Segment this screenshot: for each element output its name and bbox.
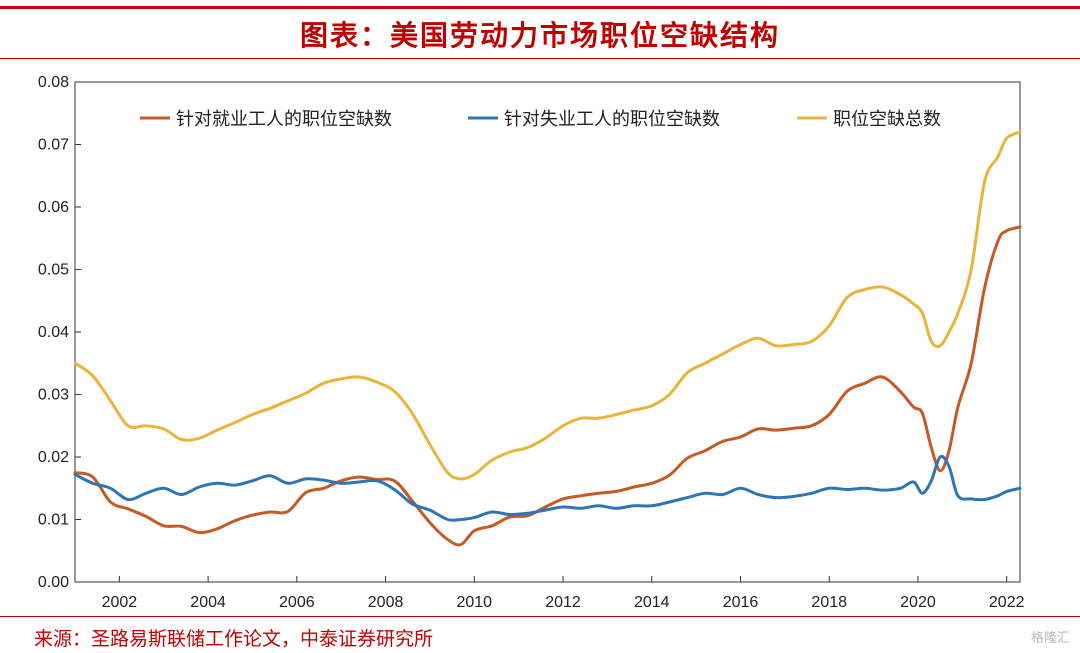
top-rule: [0, 6, 1080, 9]
x-tick-label: 2002: [102, 594, 138, 611]
series-group: [73, 130, 1022, 547]
y-tick-label: 0.07: [38, 137, 69, 154]
legend-label-0: 针对就业工人的职位空缺数: [176, 109, 392, 130]
chart-title: 图表：美国劳动力市场职位空缺结构: [299, 19, 780, 52]
x-tick-label: 2008: [368, 594, 404, 611]
y-tick-label: 0.03: [38, 387, 69, 404]
series-line-1: [73, 454, 1022, 522]
legend-label-2: 职位空缺总数: [833, 109, 941, 130]
x-tick-label: 2020: [900, 594, 936, 611]
series-line-2: [73, 130, 1022, 481]
source-note: 来源：圣路易斯联储工作论文，中泰证券研究所: [34, 628, 434, 650]
y-tick-label: 0.06: [38, 199, 69, 216]
y-axis: 0.00 0.01 0.02 0.03 0.04 0.05 0.06 0.07 0.08: [38, 74, 81, 591]
x-tick-label: 2010: [456, 594, 492, 611]
x-axis: 2002 2004 2006 2008 2010 2012 2014 2016 2018 2020…: [102, 576, 1025, 611]
x-tick-label: 2014: [634, 594, 670, 611]
x-tick-label: 2006: [279, 594, 315, 611]
y-tick-label: 0.01: [38, 512, 69, 529]
legend: 针对就业工人的职位空缺数 针对失业工人的职位空缺数 职位空缺总数: [140, 109, 941, 130]
x-tick-label: 2018: [811, 594, 847, 611]
y-tick-label: 0.05: [38, 262, 69, 279]
title-rule: [0, 58, 1080, 59]
x-tick-label: 2022: [989, 594, 1025, 611]
series-line-0: [73, 225, 1022, 547]
y-tick-label: 0.04: [38, 324, 69, 341]
watermark: 格隆汇: [1030, 631, 1070, 646]
footer-rule: [0, 616, 1080, 617]
y-tick-label: 0.02: [38, 449, 69, 466]
x-tick-label: 2004: [190, 594, 226, 611]
legend-label-1: 针对失业工人的职位空缺数: [504, 109, 720, 130]
y-tick-label: 0.00: [38, 574, 69, 591]
x-tick-label: 2016: [723, 594, 759, 611]
x-tick-label: 2012: [545, 594, 581, 611]
y-tick-label: 0.08: [38, 74, 69, 91]
